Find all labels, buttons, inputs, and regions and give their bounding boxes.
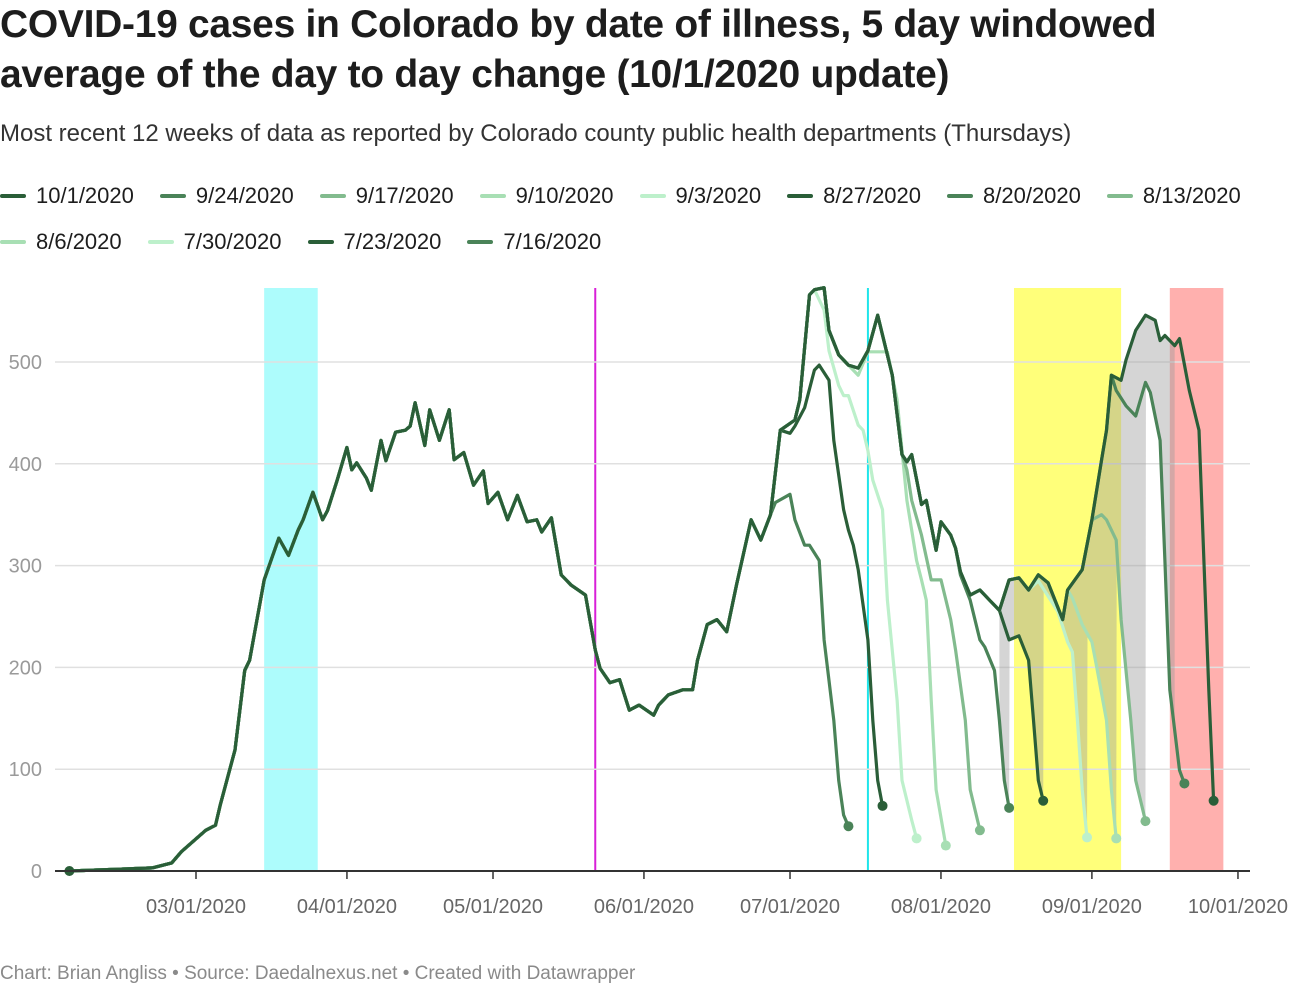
series-end-point <box>1140 816 1151 827</box>
series-end-point <box>940 840 951 851</box>
legend-item: 7/16/2020 <box>467 226 601 258</box>
series-end-point <box>911 833 922 844</box>
legend-label: 9/24/2020 <box>195 183 294 208</box>
series-line-9-17-2020 <box>67 286 1148 873</box>
highlight-band <box>264 288 318 871</box>
legend-label: 9/10/2020 <box>515 183 614 208</box>
legend-item: 10/1/2020 <box>0 180 134 212</box>
legend-item: 8/13/2020 <box>1106 180 1241 212</box>
x-tick-label: 04/01/2020 <box>297 896 397 918</box>
series-end-point <box>1111 833 1122 844</box>
legend-swatch <box>479 194 506 198</box>
x-tick-label: 06/01/2020 <box>594 896 694 918</box>
legend-label: 9/3/2020 <box>675 183 762 208</box>
y-tick-label: 300 <box>9 556 42 578</box>
legend-item: 7/23/2020 <box>307 226 442 258</box>
legend-label: 7/30/2020 <box>183 229 282 254</box>
y-tick-label: 0 <box>31 861 42 883</box>
x-tick-label: 09/01/2020 <box>1042 896 1142 918</box>
y-tick-label: 400 <box>9 454 42 476</box>
legend-item: 8/27/2020 <box>787 180 921 212</box>
legend-item: 9/24/2020 <box>159 180 294 212</box>
legend-label: 8/27/2020 <box>823 183 922 208</box>
series-line-7-23-2020 <box>67 363 885 873</box>
legend: 10/1/2020 9/24/2020 9/17/2020 9/10/2020 9/3/… <box>0 180 1290 258</box>
series-end-point <box>1038 795 1049 806</box>
legend-label: 7/16/2020 <box>503 229 602 254</box>
y-tick-label: 200 <box>9 657 42 679</box>
y-tick-label: 100 <box>9 759 42 781</box>
chart-footer: Chart: Brian Angliss • Source: Daedalnex… <box>0 963 636 984</box>
series-line-7-16-2020 <box>67 401 850 873</box>
legend-item: 9/3/2020 <box>639 180 762 212</box>
series-end-point <box>843 821 854 832</box>
legend-swatch <box>0 194 26 198</box>
legend-label: 8/20/2020 <box>983 183 1081 208</box>
legend-label: 9/17/2020 <box>355 183 454 208</box>
legend-item: 9/10/2020 <box>479 180 614 212</box>
legend-swatch <box>467 240 494 244</box>
chart-subtitle: Most recent 12 weeks of data as reported… <box>0 120 1072 147</box>
legend-label: 7/23/2020 <box>343 229 442 254</box>
series-end-point <box>974 825 985 836</box>
chart-title: COVID-19 cases in Colorado by date of il… <box>0 3 1157 96</box>
x-tick-label: 07/01/2020 <box>740 896 840 918</box>
legend-swatch <box>307 240 334 244</box>
legend-swatch <box>0 240 26 244</box>
series-line-7-30-2020 <box>67 288 919 873</box>
legend-swatch <box>787 194 814 198</box>
x-tick-label: 05/01/2020 <box>443 896 543 918</box>
series-end-point <box>1082 832 1093 843</box>
legend-swatch <box>159 194 186 198</box>
series-end-point <box>1004 802 1015 813</box>
y-tick-label: 500 <box>9 352 42 374</box>
legend-swatch <box>147 240 174 244</box>
legend-swatch <box>947 194 974 198</box>
legend-label: 8/13/2020 <box>1142 183 1241 208</box>
x-tick-label: 10/01/2020 <box>1188 896 1288 918</box>
highlight-band <box>1013 288 1122 871</box>
legend-item: 9/17/2020 <box>319 180 454 212</box>
legend-label: 10/1/2020 <box>36 183 134 208</box>
series-line-8-27-2020 <box>67 286 1045 873</box>
series-end-point <box>1179 778 1190 789</box>
legend-swatch <box>319 194 346 198</box>
legend-item: 8/6/2020 <box>0 226 122 258</box>
x-tick-label: 08/01/2020 <box>891 896 991 918</box>
legend-swatch <box>1106 194 1133 198</box>
series-line-10-1-2020 <box>67 286 1216 873</box>
highlight-band <box>1169 288 1224 871</box>
series-line-8-13-2020 <box>67 286 982 873</box>
legend-item: 8/20/2020 <box>947 180 1081 212</box>
series-end-point <box>877 800 888 811</box>
series-end-point <box>1208 795 1219 806</box>
legend-swatch <box>639 194 666 198</box>
legend-label: 8/6/2020 <box>36 229 122 254</box>
x-tick-label: 03/01/2020 <box>146 896 246 918</box>
legend-item: 7/30/2020 <box>147 226 282 258</box>
